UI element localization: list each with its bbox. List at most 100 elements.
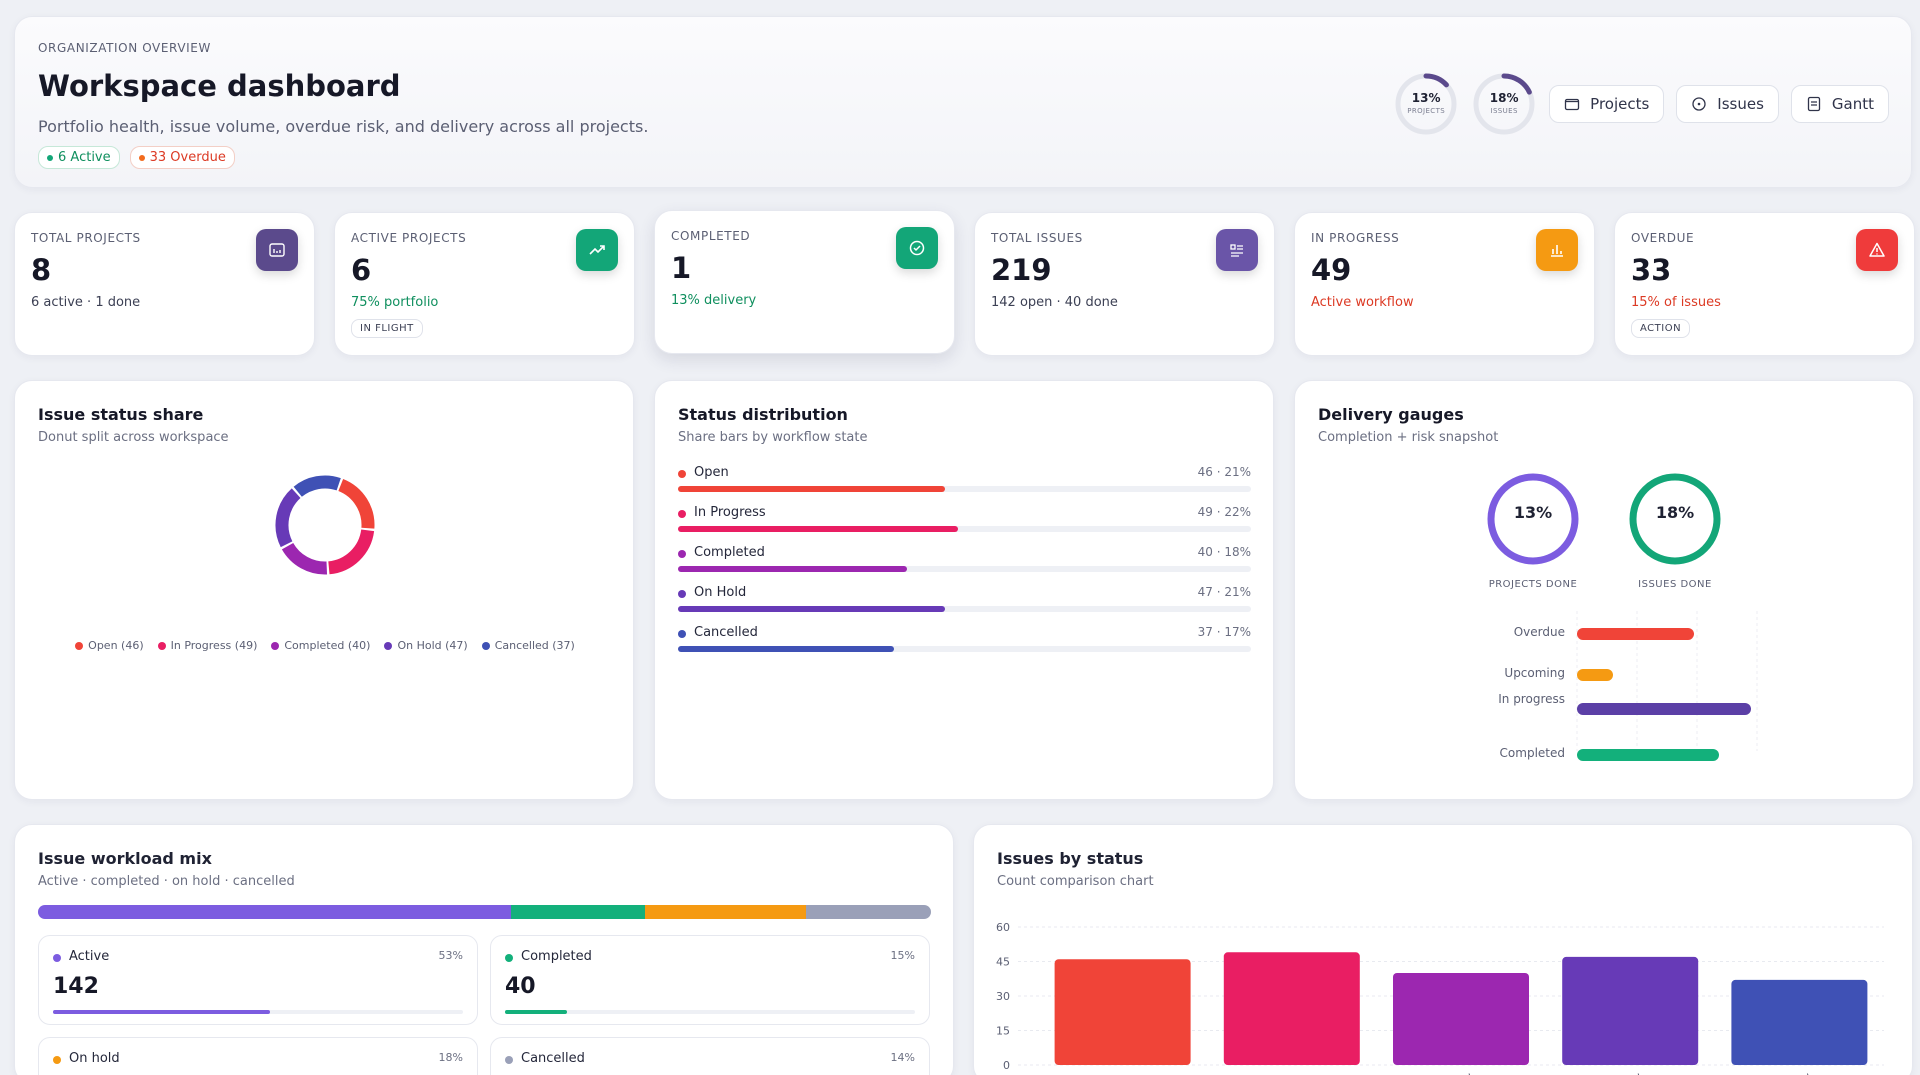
status-bar-fill — [678, 526, 959, 532]
kpi-total-projects[interactable]: TOTAL PROJECTS 8 6 active · 1 done — [14, 212, 315, 356]
mix-segment-on-hold — [645, 905, 806, 919]
mix-segment-completed — [511, 905, 646, 919]
projects-button[interactable]: Projects — [1549, 85, 1665, 123]
panel-title: Delivery gauges — [1318, 405, 1464, 424]
workload-percent: 15% — [890, 949, 915, 962]
projects-ring-arc — [1395, 73, 1457, 135]
check-circle-icon — [896, 227, 938, 269]
gantt-button-label: Gantt — [1831, 95, 1874, 113]
issues-ring-arc — [1473, 73, 1535, 135]
kpi-in-progress[interactable]: IN PROGRESS 49 Active workflow — [1294, 212, 1595, 356]
workload-card-completed[interactable]: Completed 15% 40 — [490, 935, 930, 1025]
kpi-meta: 15% of issues — [1631, 295, 1721, 310]
panel-title: Issue workload mix — [38, 849, 212, 868]
kpi-value: 8 — [31, 253, 52, 287]
gauge-bar-in-progress: In progress — [1395, 693, 1795, 719]
active-dot-icon — [47, 154, 53, 161]
status-name: In Progress — [694, 505, 766, 520]
status-count: 37 · 17% — [1197, 625, 1251, 639]
status-count: 46 · 21% — [1197, 465, 1251, 479]
gantt-button[interactable]: Gantt — [1790, 85, 1889, 123]
legend-label: On Hold (47) — [397, 639, 468, 652]
gauge-bar-fill — [1577, 749, 1720, 761]
page-subtitle: Portfolio health, issue volume, overdue … — [38, 117, 649, 136]
status-count: 40 · 18% — [1197, 545, 1251, 559]
workload-label: On hold — [69, 1051, 120, 1066]
workload-percent: 14% — [890, 1051, 915, 1064]
issues-bar-chart: 0 15 30 45 60 Open gress leted Hold celled — [996, 921, 1884, 1075]
kpi-label: OVERDUE — [1631, 231, 1695, 245]
projects-ring-value: 13% — [1411, 91, 1441, 105]
donut-slice-in-progress[interactable] — [327, 529, 375, 575]
status-bar-fill — [678, 606, 946, 612]
workload-card-active[interactable]: Active 53% 142 — [38, 935, 478, 1025]
gauge-bar-label: Overdue — [1513, 625, 1565, 639]
kpi-label: TOTAL PROJECTS — [31, 231, 141, 245]
issues-done-gauge: 18% ISSUES DONE — [1625, 469, 1725, 599]
projects-button-label: Projects — [1590, 95, 1650, 113]
kpi-value: 219 — [991, 253, 1052, 287]
gauge-label: PROJECTS DONE — [1488, 579, 1578, 590]
donut-slice-cancelled[interactable] — [293, 475, 341, 497]
workload-card-cancelled[interactable]: Cancelled 14% — [490, 1037, 930, 1075]
status-donut-chart — [275, 475, 375, 575]
bar-on-hold[interactable] — [1562, 956, 1699, 1065]
status-row-open: Open 46 · 21% — [678, 465, 1251, 505]
bar-cancelled[interactable] — [1731, 979, 1868, 1065]
bar-open[interactable] — [1054, 959, 1191, 1065]
projects-ring-label: PROJECTS — [1407, 107, 1446, 115]
kpi-total-issues[interactable]: TOTAL ISSUES 219 142 open · 40 done — [974, 212, 1275, 356]
panel-subtitle: Donut split across workspace — [38, 430, 229, 445]
donut-slice-open[interactable] — [338, 478, 375, 529]
active-pill: 6 Active — [38, 146, 120, 169]
y-tick-label: 60 — [996, 921, 1010, 934]
workload-mix-bar — [38, 905, 931, 919]
x-tick-label: Open — [1104, 1071, 1136, 1075]
legend-label: Open (46) — [88, 639, 144, 652]
status-count: 49 · 22% — [1197, 505, 1251, 519]
legend-item-cancelled: Cancelled (37) — [481, 639, 575, 652]
status-count: 47 · 21% — [1197, 585, 1251, 599]
gauge-bar-label: Upcoming — [1504, 666, 1565, 680]
trend-up-icon — [576, 229, 618, 271]
issues-button[interactable]: Issues — [1676, 85, 1779, 123]
overdue-pill: 33 Overdue — [129, 146, 235, 169]
y-tick-label: 30 — [996, 990, 1010, 1003]
kpi-label: COMPLETED — [671, 229, 751, 243]
kpi-active-projects[interactable]: ACTIVE PROJECTS 6 75% portfolio IN FLIGH… — [334, 212, 635, 356]
gauge-bar-completed: Completed — [1395, 745, 1795, 765]
bar-in-progress[interactable] — [1223, 952, 1360, 1065]
donut-slice-on-hold[interactable] — [275, 488, 301, 548]
status-row-cancelled: Cancelled 37 · 17% — [678, 625, 1251, 665]
gauge-bar-overdue: Overdue — [1395, 624, 1795, 644]
kpi-completed[interactable]: COMPLETED 1 13% delivery — [654, 210, 955, 354]
folder-icon — [1565, 98, 1580, 111]
issues-button-label: Issues — [1717, 95, 1764, 113]
kpi-overdue[interactable]: OVERDUE 33 15% of issues ACTION — [1614, 212, 1915, 356]
status-name: Cancelled — [694, 625, 758, 640]
x-tick-label: Hold — [1615, 1071, 1643, 1075]
document-icon — [1807, 96, 1821, 112]
header-eyebrow: ORGANIZATION OVERVIEW — [38, 41, 211, 55]
panel-subtitle: Share bars by workflow state — [678, 430, 868, 445]
projects-done-gauge: 13% PROJECTS DONE — [1483, 469, 1583, 599]
donut-slice-completed[interactable] — [281, 542, 328, 575]
bar-completed[interactable] — [1393, 973, 1529, 1065]
y-tick-label: 0 — [1003, 1059, 1010, 1072]
kpi-tag: ACTION — [1631, 319, 1691, 338]
status-name: Open — [694, 465, 729, 480]
page-title: Workspace dashboard — [38, 69, 401, 103]
status-bar-fill — [678, 486, 946, 492]
y-tick-label: 45 — [996, 956, 1010, 969]
issues-ring-label: ISSUES — [1490, 107, 1518, 115]
legend-label: In Progress (49) — [170, 639, 258, 652]
kpi-value: 33 — [1631, 253, 1672, 287]
workload-card-on-hold[interactable]: On hold 18% — [38, 1037, 478, 1075]
gauge-bar-fill — [1577, 669, 1613, 681]
issue-workload-panel: Issue workload mix Active · completed · … — [14, 824, 954, 1075]
panel-title: Status distribution — [678, 405, 848, 424]
kpi-meta: 75% portfolio — [351, 295, 439, 310]
gauge-bar-grid — [1576, 611, 1758, 751]
issues-by-status-panel: Issues by status Count comparison chart … — [973, 824, 1913, 1075]
gauge-label: ISSUES DONE — [1638, 579, 1712, 590]
